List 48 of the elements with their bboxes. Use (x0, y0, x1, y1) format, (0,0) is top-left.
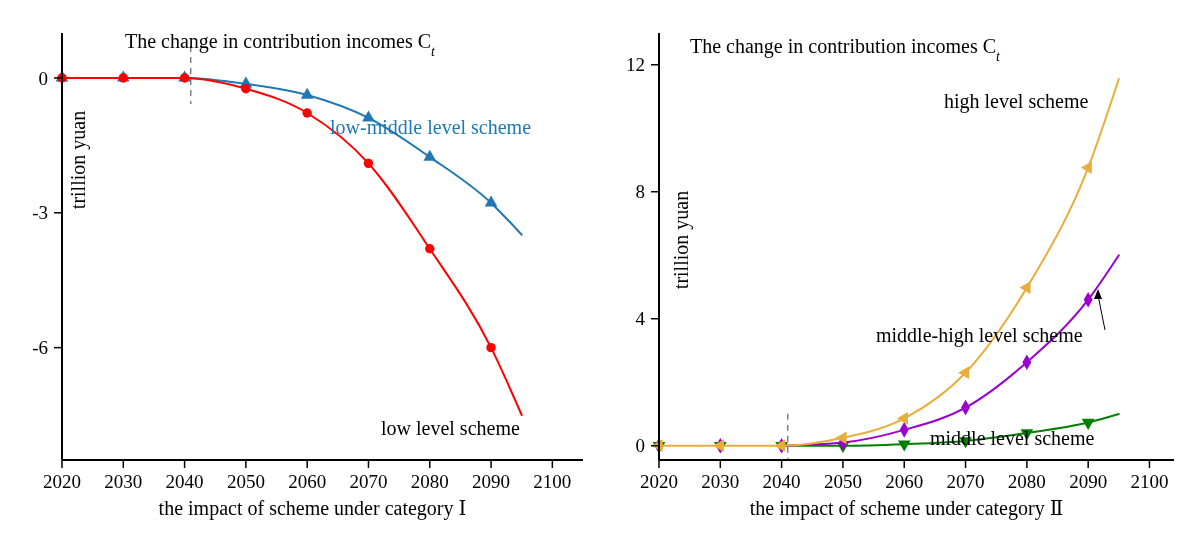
x-tick-label: 2090 (1069, 471, 1108, 492)
point (835, 431, 847, 445)
y-axis-title: trillion yuan (670, 190, 693, 290)
x-tick-label: 2070 (349, 471, 388, 492)
point (302, 108, 312, 118)
point (300, 87, 314, 99)
y-tick-label: 0 (38, 67, 48, 89)
chart-title: The change in contribution incomes C$_{t}$ (690, 35, 1002, 64)
y-tick-label: -3 (32, 202, 48, 224)
point (1080, 161, 1092, 174)
point (484, 195, 498, 207)
x-tick-label: 2100 (533, 471, 572, 492)
x-tick-label: 2090 (472, 471, 511, 492)
point (1081, 418, 1095, 430)
x-tick-label: 2050 (226, 471, 265, 492)
point (425, 244, 435, 254)
point (486, 342, 496, 353)
chart-title: The change in contribution incomes C$_{t}$ (125, 30, 437, 59)
x-tick-label: 2040 (762, 471, 801, 492)
point (958, 366, 970, 380)
point (363, 158, 374, 169)
x-tick-label: 2020 (43, 471, 81, 492)
x-tick-label: 2030 (104, 471, 143, 492)
series-label: high level scheme (944, 90, 1089, 113)
x-axis-title: the impact of scheme under category Ⅱ (749, 497, 1064, 520)
series-label: low level scheme (381, 417, 520, 439)
point (241, 84, 251, 94)
x-tick-label: 2030 (701, 471, 740, 492)
y-axis-title: trillion yuan (67, 110, 90, 210)
point (897, 440, 911, 452)
x-tick-label: 2060 (885, 471, 924, 492)
point (1019, 281, 1031, 294)
x-axis-title: the impact of scheme under category Ⅰ (158, 497, 467, 520)
x-tick-label: 2050 (823, 471, 862, 492)
x-tick-label: 2060 (288, 471, 327, 492)
x-tick-label: 2040 (165, 471, 204, 492)
x-tick-label: 2100 (1130, 471, 1169, 492)
x-tick-label: 2080 (410, 471, 449, 492)
x-tick-label: 2070 (946, 471, 985, 492)
y-tick-label: -6 (32, 337, 48, 359)
x-tick-label: 2020 (640, 471, 678, 492)
y-tick-label: 4 (635, 308, 646, 330)
x-tick-label: 2080 (1007, 471, 1046, 492)
point (423, 149, 437, 161)
y-tick-label: 0 (635, 435, 645, 457)
point (896, 412, 908, 425)
y-tick-label: 8 (635, 181, 645, 203)
y-tick-label: 12 (626, 54, 645, 76)
